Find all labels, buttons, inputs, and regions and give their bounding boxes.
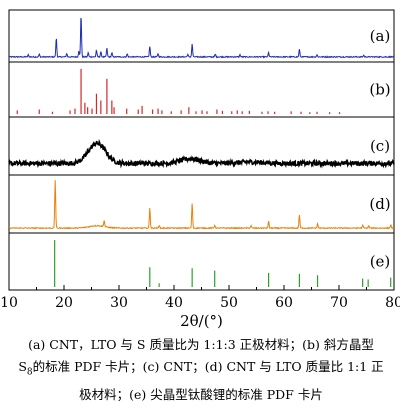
panel-1: (a)	[8, 9, 395, 63]
x-tick-label: 50	[220, 295, 238, 311]
x-tick-label: 60	[275, 295, 293, 311]
panel-label: (b)	[369, 81, 390, 99]
caption-line-1: (a) CNT，LTO 与 S 质量比为 1:1:3 正极材料；(b) 斜方晶型	[28, 337, 374, 352]
x-axis-label: 2θ/(°)	[180, 312, 223, 330]
panel-frame	[8, 232, 395, 291]
x-tick-label: 10	[0, 295, 18, 311]
panel-label: (a)	[370, 27, 391, 45]
xrd-chart: (a) (b) (c) (d) (e) 10 20 30 40 50 60 70 80 2θ/(°)	[0, 9, 400, 330]
x-tick-label: 40	[165, 295, 183, 311]
panel-2: (b)	[8, 61, 395, 118]
caption-line-2: S8的标准 PDF 卡片；(c) CNT；(d) CNT 与 LTO 质量比 1…	[6, 356, 396, 384]
x-tick-label: 20	[55, 295, 73, 311]
panels-group: (a) (b) (c) (d) (e)	[8, 9, 395, 291]
pattern-line	[8, 180, 395, 230]
panel-4: (d)	[8, 174, 395, 234]
x-tick-label: 70	[330, 295, 348, 311]
panel-label: (c)	[370, 137, 390, 155]
panel-frame	[8, 116, 395, 176]
panel-label: (e)	[370, 253, 391, 271]
panel-3: (c)	[8, 116, 395, 176]
panel-frame	[8, 61, 395, 118]
caption-line-2-rest: 的标准 PDF 卡片；(c) CNT；(d) CNT 与 LTO 质量比 1:1…	[32, 359, 384, 374]
x-tick-label: 30	[110, 295, 128, 311]
caption-s-label: S	[18, 359, 27, 374]
panel-5: (e)	[8, 232, 395, 291]
x-tick-label: 80	[385, 295, 400, 311]
pattern-line	[8, 17, 395, 59]
caption-line-3: 极材料；(e) 尖晶型钛酸锂的标准 PDF 卡片	[79, 386, 323, 402]
x-axis: 10 20 30 40 50 60 70 80 2θ/(°)	[0, 285, 400, 330]
pattern-line	[8, 138, 395, 169]
figure-caption: (a) CNT，LTO 与 S 质量比为 1:1:3 正极材料；(b) 斜方晶型…	[6, 334, 396, 406]
panel-frame	[8, 174, 395, 234]
panel-label: (d)	[369, 195, 390, 213]
caption-s-subscript: 8	[26, 367, 33, 378]
